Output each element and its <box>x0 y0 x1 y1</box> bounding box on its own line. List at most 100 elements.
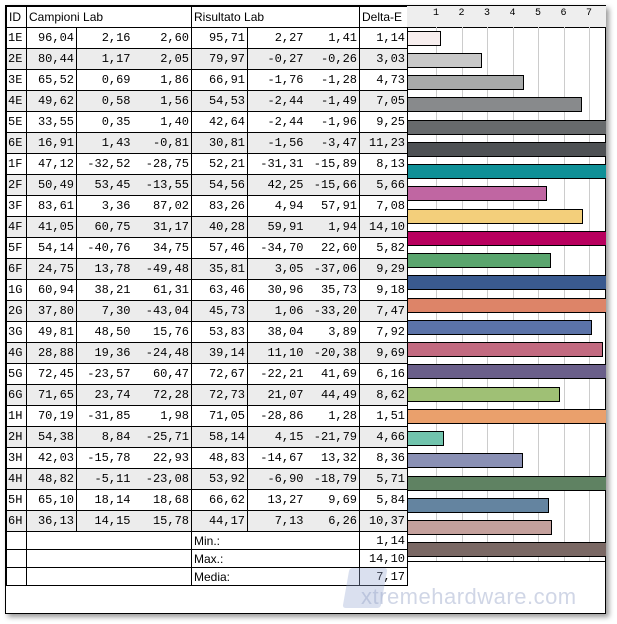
row-id: 3H <box>6 447 27 469</box>
risultato-lab-l: 35,81 <box>191 258 248 280</box>
row-id: 2F <box>6 174 27 196</box>
gridline <box>436 27 437 561</box>
gridline <box>563 27 565 561</box>
campioni-lab-a: 60,75 <box>76 216 133 238</box>
row-id: 1E <box>6 27 27 49</box>
axis-tick-label: 4 <box>509 8 516 19</box>
campioni-lab-l: 50,49 <box>26 174 77 196</box>
risultato-lab-b: 13,32 <box>305 447 360 469</box>
delta-e-value: 8,13 <box>359 153 408 175</box>
risultato-lab-a: -0,27 <box>247 48 306 70</box>
risultato-lab-b: -18,79 <box>305 468 360 490</box>
risultato-lab-l: 66,91 <box>191 69 248 91</box>
campioni-lab-b: -13,55 <box>132 174 192 196</box>
risultato-lab-b: -0,26 <box>305 48 360 70</box>
campioni-lab-b: -0,81 <box>132 132 192 154</box>
bar-2E <box>407 52 483 68</box>
delta-e-value: 5,66 <box>359 174 408 196</box>
risultato-lab-b: 35,73 <box>305 279 360 301</box>
bar-2H <box>407 453 523 469</box>
axis-tick-label: 5 <box>535 8 542 19</box>
delta-e-value: 5,84 <box>359 489 408 511</box>
delta-e-value: 10,37 <box>359 510 408 532</box>
delta-e-report: ID Campioni Lab Risultato Lab Delta-E 1E… <box>5 5 606 614</box>
campioni-lab-a: 3,36 <box>76 195 133 217</box>
campioni-lab-b: 1,40 <box>132 111 192 133</box>
row-id: 4E <box>6 90 27 112</box>
campioni-lab-l: 96,04 <box>26 27 77 49</box>
risultato-lab-l: 72,73 <box>191 384 248 406</box>
row-id: 2H <box>6 426 27 448</box>
bar-6F <box>407 275 606 291</box>
campioni-lab-l: 37,80 <box>26 300 77 322</box>
axis-tick-label: 3 <box>484 8 491 19</box>
campioni-lab-a: 19,36 <box>76 342 133 364</box>
risultato-lab-b: -37,06 <box>305 258 360 280</box>
campioni-lab-l: 47,12 <box>26 153 77 175</box>
risultato-lab-l: 79,97 <box>191 48 248 70</box>
summary-label: Max.: <box>191 549 360 568</box>
table-row: 2G 37,80 7,30 -43,04 45,73 1,06 -33,20 7,47 <box>6 300 408 322</box>
risultato-lab-b: 57,91 <box>305 195 360 217</box>
campioni-lab-a: 14,15 <box>76 510 133 532</box>
delta-e-value: 9,18 <box>359 279 408 301</box>
chart-axis: 1 2 3 4 5 6 7 <box>407 6 606 28</box>
delta-e-value: 8,62 <box>359 384 408 406</box>
row-id: 3G <box>6 321 27 343</box>
bar-3G <box>407 342 604 357</box>
campioni-lab-a: 23,74 <box>76 384 133 406</box>
risultato-lab-b: -1,28 <box>305 69 360 91</box>
risultato-lab-a: 4,15 <box>247 426 306 448</box>
row-id: 1H <box>6 405 27 427</box>
campioni-lab-b: 15,76 <box>132 321 192 343</box>
row-id: 3E <box>6 69 27 91</box>
risultato-lab-b: -21,79 <box>305 426 360 448</box>
campioni-lab-a: -40,76 <box>76 237 133 259</box>
campioni-lab-b: -24,48 <box>132 342 192 364</box>
risultato-lab-b: 22,60 <box>305 237 360 259</box>
risultato-lab-a: 4,94 <box>247 195 306 217</box>
delta-e-value: 7,08 <box>359 195 408 217</box>
campioni-lab-b: 15,78 <box>132 510 192 532</box>
row-id: 6F <box>6 258 27 280</box>
summary-row: Max.: 14,10 <box>6 549 408 568</box>
delta-e-value: 5,71 <box>359 468 408 490</box>
bar-4E <box>407 97 582 113</box>
campioni-lab-a: 38,21 <box>76 279 133 301</box>
header-campioni-lab: Campioni Lab <box>26 6 192 28</box>
table-row: 4F 41,05 60,75 31,17 40,28 59,91 1,94 14,10 <box>6 216 408 238</box>
delta-e-value: 4,73 <box>359 69 408 91</box>
table-row: 5G 72,45 -23,57 60,47 72,67 -22,21 41,69 6,16 <box>6 363 408 385</box>
campioni-lab-b: 87,02 <box>132 195 192 217</box>
campioni-lab-b: -23,08 <box>132 468 192 490</box>
risultato-lab-l: 95,71 <box>191 27 248 49</box>
risultato-lab-a: -2,44 <box>247 111 306 133</box>
table-row: 5F 54,14 -40,76 34,75 57,46 -34,70 22,60 5,82 <box>6 237 408 259</box>
table-row: 3G 49,81 48,50 15,76 53,83 38,04 3,89 7,92 <box>6 321 408 343</box>
delta-e-value: 7,05 <box>359 90 408 112</box>
campioni-lab-b: -43,04 <box>132 300 192 322</box>
delta-e-value: 9,25 <box>359 111 408 133</box>
campioni-lab-b: 72,28 <box>132 384 192 406</box>
risultato-lab-l: 71,05 <box>191 405 248 427</box>
campioni-lab-b: -49,48 <box>132 258 192 280</box>
risultato-lab-a: 21,07 <box>247 384 306 406</box>
campioni-lab-l: 42,03 <box>26 447 77 469</box>
campioni-lab-l: 28,88 <box>26 342 77 364</box>
risultato-lab-l: 45,73 <box>191 300 248 322</box>
risultato-lab-b: 9,69 <box>305 489 360 511</box>
risultato-lab-b: -1,49 <box>305 90 360 112</box>
risultato-lab-l: 53,83 <box>191 321 248 343</box>
risultato-lab-b: -20,38 <box>305 342 360 364</box>
header-risultato-lab: Risultato Lab <box>191 6 360 28</box>
campioni-lab-b: 1,98 <box>132 405 192 427</box>
campioni-lab-l: 54,38 <box>26 426 77 448</box>
gridline <box>461 27 463 561</box>
campioni-lab-a: 0,58 <box>76 90 133 112</box>
row-id: 6G <box>6 384 27 406</box>
bar-5E <box>407 119 606 135</box>
campioni-lab-b: -28,75 <box>132 153 192 175</box>
table-row: 5H 65,10 18,14 18,68 66,62 13,27 9,69 5,84 <box>6 489 408 511</box>
table-row: 4G 28,88 19,36 -24,48 39,14 11,10 -20,38 9,69 <box>6 342 408 364</box>
campioni-lab-l: 41,05 <box>26 216 77 238</box>
